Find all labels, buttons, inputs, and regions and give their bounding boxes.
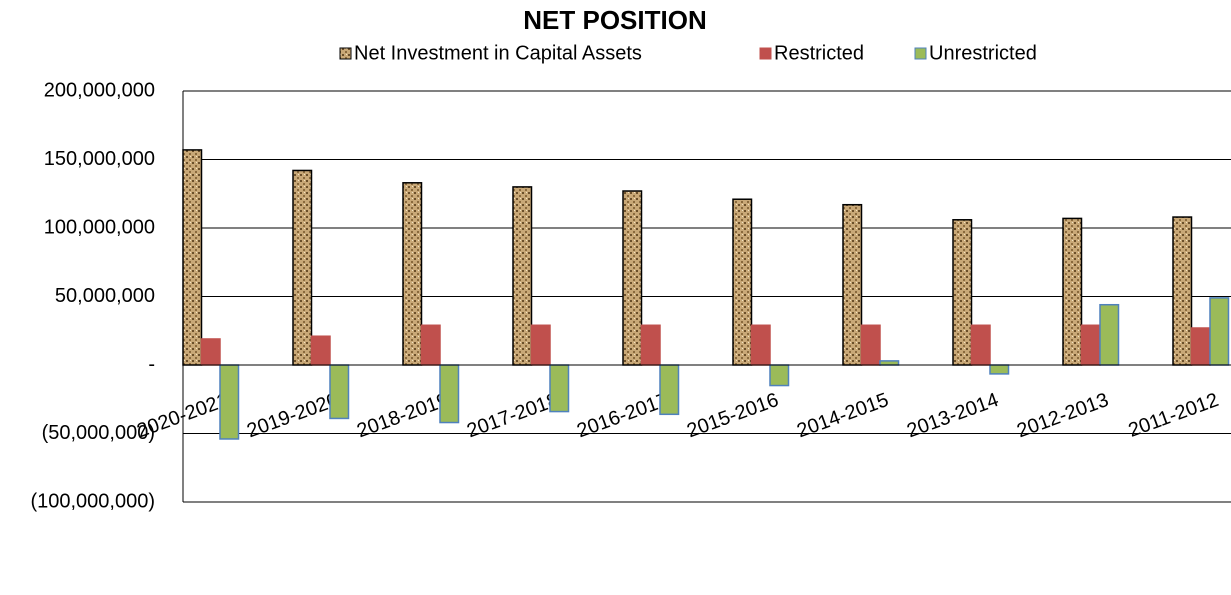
y-tick-label: 150,000,000: [44, 148, 155, 170]
bar: [182, 149, 203, 366]
legend-label: Unrestricted: [929, 42, 1037, 64]
bar: [842, 203, 863, 366]
bar: [732, 198, 753, 366]
bar: [1080, 324, 1101, 366]
bar: [622, 190, 643, 366]
bar: [1062, 217, 1083, 366]
x-tick-label: 2013-2014: [904, 389, 1001, 442]
legend-label: Restricted: [774, 42, 864, 64]
bar: [329, 364, 350, 420]
x-tick-label: 2019-2020: [244, 389, 341, 442]
bar: [879, 360, 900, 366]
bar: [640, 324, 661, 366]
bar: [750, 324, 771, 366]
y-tick-label: 100,000,000: [44, 216, 155, 238]
bar: [292, 169, 313, 366]
bar: [769, 364, 790, 387]
y-tick-label: 200,000,000: [44, 79, 155, 101]
bar: [1099, 303, 1120, 366]
y-tick-label: (100,000,000): [30, 490, 155, 512]
bar: [512, 186, 533, 366]
legend-swatch: [759, 47, 772, 60]
y-tick-label: 50,000,000: [55, 285, 155, 307]
bar: [1172, 216, 1193, 366]
x-tick-label: 2014-2015: [794, 389, 891, 442]
legend-swatch: [914, 47, 927, 60]
bar: [1209, 297, 1230, 366]
x-tick-label: 2017-2018: [464, 389, 561, 442]
bar: [219, 364, 240, 440]
x-tick-label: 2015-2016: [684, 389, 781, 442]
bar: [860, 324, 881, 366]
chart-title: NET POSITION: [523, 5, 706, 35]
legend-swatch: [339, 47, 352, 60]
bar: [970, 324, 991, 366]
bar: [530, 324, 551, 366]
bar: [659, 364, 680, 416]
bar: [402, 182, 423, 366]
bar: [439, 364, 460, 424]
x-tick-label: 2016-2017: [574, 389, 671, 442]
y-tick-label: -: [148, 353, 155, 375]
bar: [1190, 327, 1211, 366]
bar: [989, 364, 1010, 375]
y-tick-label: (50,000,000): [42, 422, 155, 444]
x-tick-label: 2018-2019: [354, 389, 451, 442]
bar: [310, 335, 331, 366]
bar: [420, 324, 441, 366]
legend-label: Net Investment in Capital Assets: [354, 42, 642, 64]
bar: [200, 338, 221, 366]
bar: [549, 364, 570, 413]
bar: [952, 219, 973, 366]
x-tick-label: 2012-2013: [1014, 389, 1111, 442]
